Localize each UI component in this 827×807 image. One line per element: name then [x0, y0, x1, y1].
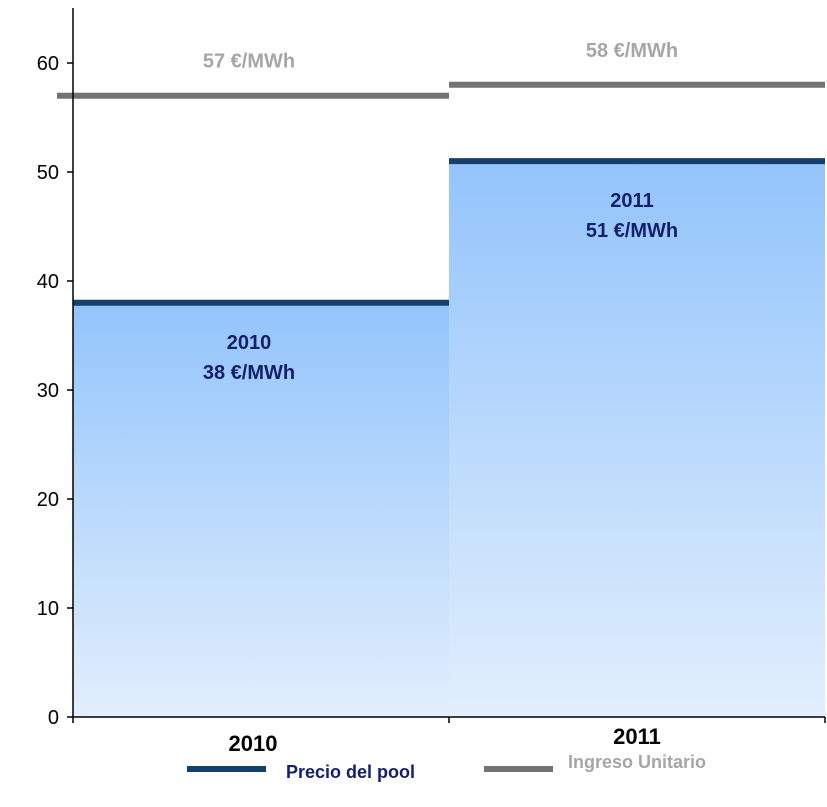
- category-label-2010: 2010: [229, 731, 278, 756]
- y-tick-label: 30: [37, 380, 59, 402]
- pool-data-label: 51 €/MWh: [586, 220, 678, 242]
- ingreso-data-label: 57 €/MWh: [203, 51, 295, 73]
- legend-swatch-ingreso: [484, 766, 553, 772]
- legend-label-ingreso: Ingreso Unitario: [568, 752, 706, 772]
- labels-layer: 2010 2011 2010 38 €/MWh 2011 51 €/MWh 57 €/MWh…: [203, 40, 678, 756]
- legend: Precio del pool Ingreso Unitario: [187, 752, 706, 782]
- pool-data-label: 2010: [227, 332, 272, 354]
- y-tick-label: 50: [37, 162, 59, 184]
- ingreso-data-label: 58 €/MWh: [586, 40, 678, 62]
- y-tick-label: 0: [48, 707, 59, 729]
- pool-data-label: 2011: [610, 190, 653, 212]
- y-tick-label: 60: [37, 53, 59, 75]
- axes-layer: 0 10 20 30 40 50 60: [37, 8, 826, 729]
- category-label-2011: 2011: [613, 724, 661, 749]
- y-tick-label: 20: [37, 489, 59, 511]
- pool-data-label: 38 €/MWh: [203, 362, 295, 384]
- lines-layer: [57, 81, 825, 306]
- bar-pool-2011: [449, 161, 825, 718]
- y-tick-label: 40: [37, 271, 59, 293]
- legend-label-pool: Precio del pool: [286, 762, 415, 782]
- bar-pool-2010: [73, 302, 449, 717]
- bars-layer: [73, 161, 825, 718]
- legend-swatch-pool: [187, 766, 266, 772]
- y-tick-label: 10: [37, 598, 59, 620]
